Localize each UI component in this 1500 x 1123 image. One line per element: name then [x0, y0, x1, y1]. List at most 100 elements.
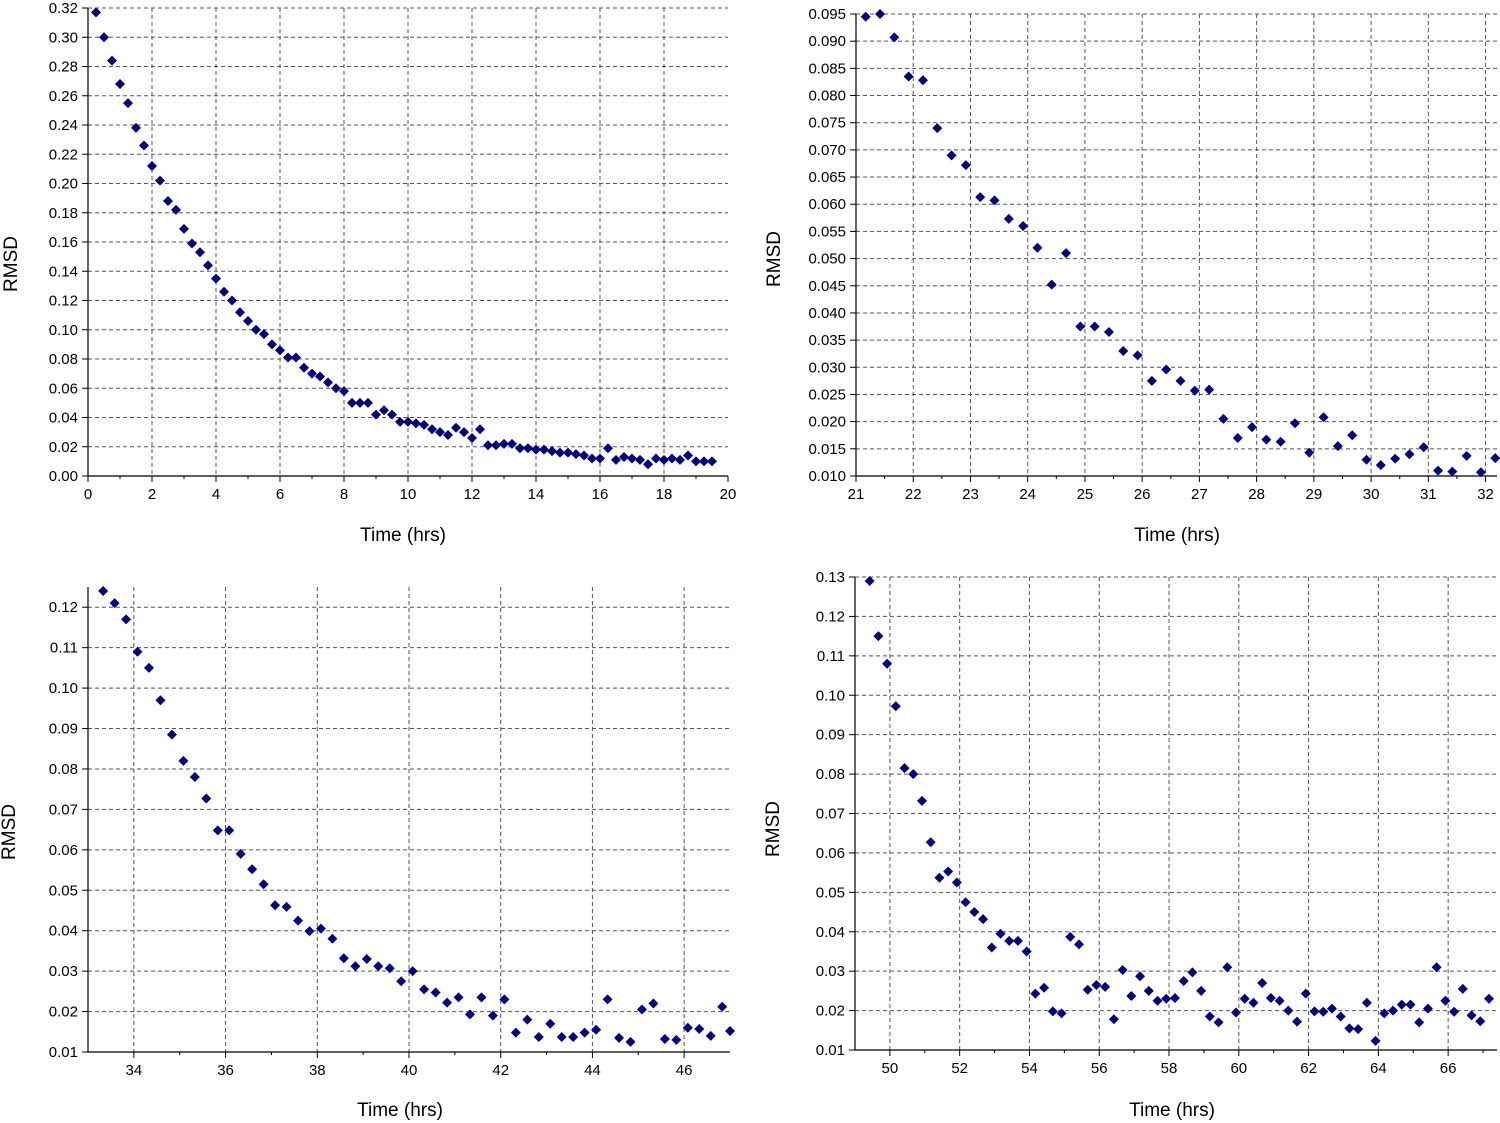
- data-point: [195, 247, 205, 258]
- x-tick-label: 25: [1077, 486, 1094, 503]
- data-point: [946, 150, 957, 161]
- x-tick-label: 42: [492, 1062, 509, 1079]
- y-tick-label: 0.12: [49, 293, 78, 310]
- data-point: [1449, 1006, 1460, 1017]
- data-point: [270, 900, 281, 911]
- y-tick-label: 0.080: [808, 88, 846, 105]
- x-tick-label: 66: [1440, 1060, 1457, 1077]
- x-tick-label: 32: [1477, 486, 1494, 503]
- x-tick-label: 26: [1134, 486, 1151, 503]
- data-point: [707, 456, 717, 467]
- data-point: [419, 984, 430, 995]
- data-point: [682, 1022, 693, 1033]
- data-point: [227, 295, 237, 306]
- data-point: [1118, 345, 1129, 356]
- data-point: [943, 866, 954, 877]
- data-point: [969, 907, 980, 918]
- data-point: [556, 1032, 567, 1043]
- data-point: [291, 352, 301, 363]
- data-point: [899, 763, 910, 774]
- data-point: [201, 793, 212, 804]
- data-point: [132, 646, 143, 657]
- y-axis-title: RMSD: [763, 801, 784, 857]
- data-point: [1292, 1016, 1303, 1027]
- x-tick-label: 12: [464, 486, 481, 503]
- data-point: [1056, 1008, 1067, 1019]
- data-point: [499, 438, 509, 449]
- y-tick-label: 0.16: [49, 234, 78, 251]
- data-point: [860, 11, 871, 22]
- x-tick-label: 16: [592, 486, 609, 503]
- data-point: [659, 1034, 670, 1045]
- data-point: [1046, 279, 1057, 290]
- data-point: [1361, 997, 1372, 1008]
- data-point: [694, 1023, 705, 1034]
- data-point: [960, 897, 971, 908]
- data-point: [293, 915, 304, 926]
- x-tick-label: 46: [676, 1062, 693, 1079]
- y-tick-label: 0.24: [49, 117, 78, 134]
- x-tick-label: 40: [401, 1062, 418, 1079]
- data-point: [1075, 321, 1086, 332]
- data-point: [651, 453, 661, 464]
- data-point: [307, 368, 317, 379]
- y-tick-label: 0.020: [808, 414, 846, 431]
- data-point: [890, 701, 901, 712]
- y-tick-label: 0.045: [808, 278, 846, 295]
- data-point: [315, 371, 325, 382]
- data-point: [275, 345, 285, 356]
- data-point: [1003, 213, 1014, 224]
- data-point: [1126, 990, 1137, 1001]
- data-point: [123, 98, 133, 109]
- data-point: [1146, 375, 1157, 386]
- data-point: [683, 450, 693, 461]
- data-point: [1143, 985, 1154, 996]
- data-point: [139, 140, 149, 151]
- data-point: [533, 1032, 544, 1043]
- y-tick-label: 0.26: [49, 88, 78, 105]
- x-tick-label: 50: [882, 1060, 899, 1077]
- data-point: [1021, 946, 1032, 957]
- x-tick-label: 28: [1248, 486, 1265, 503]
- x-tick-label: 20: [720, 486, 737, 503]
- data-point: [1283, 1005, 1294, 1016]
- y-tick-label: 0.07: [49, 801, 78, 818]
- data-point: [1196, 985, 1207, 996]
- data-point: [1091, 979, 1102, 990]
- data-point: [251, 324, 261, 335]
- y-tick-label: 0.07: [816, 806, 845, 823]
- y-tick-label: 0.22: [49, 146, 78, 163]
- data-point: [611, 454, 621, 465]
- data-point: [147, 160, 157, 171]
- y-tick-label: 0.06: [49, 842, 78, 859]
- data-point: [889, 32, 900, 43]
- data-point: [1032, 242, 1043, 253]
- data-point: [407, 966, 418, 977]
- data-point: [1169, 992, 1180, 1003]
- data-point: [636, 1004, 647, 1015]
- data-point: [1483, 993, 1494, 1004]
- data-series: [98, 586, 735, 1047]
- x-tick-label: 64: [1370, 1060, 1387, 1077]
- data-point: [1012, 935, 1023, 946]
- gridlines: [88, 7, 728, 476]
- data-point: [99, 32, 109, 43]
- y-tick-label: 0.03: [49, 963, 78, 980]
- y-tick-label: 0.05: [49, 882, 78, 899]
- data-point: [338, 953, 349, 964]
- data-point: [539, 444, 549, 455]
- y-tick-label: 0.010: [808, 468, 846, 485]
- data-series: [864, 575, 1494, 1046]
- data-point: [1161, 993, 1172, 1004]
- data-point: [281, 901, 292, 912]
- data-point: [568, 1032, 579, 1043]
- x-axis-title: Time (hrs): [1134, 525, 1220, 546]
- y-tick-label: 0.050: [808, 251, 846, 268]
- data-point: [373, 961, 384, 972]
- y-tick-label: 0.10: [49, 322, 78, 339]
- x-tick-label: 24: [1019, 486, 1036, 503]
- data-point: [387, 409, 397, 420]
- data-point: [882, 658, 893, 669]
- data-point: [717, 1001, 728, 1012]
